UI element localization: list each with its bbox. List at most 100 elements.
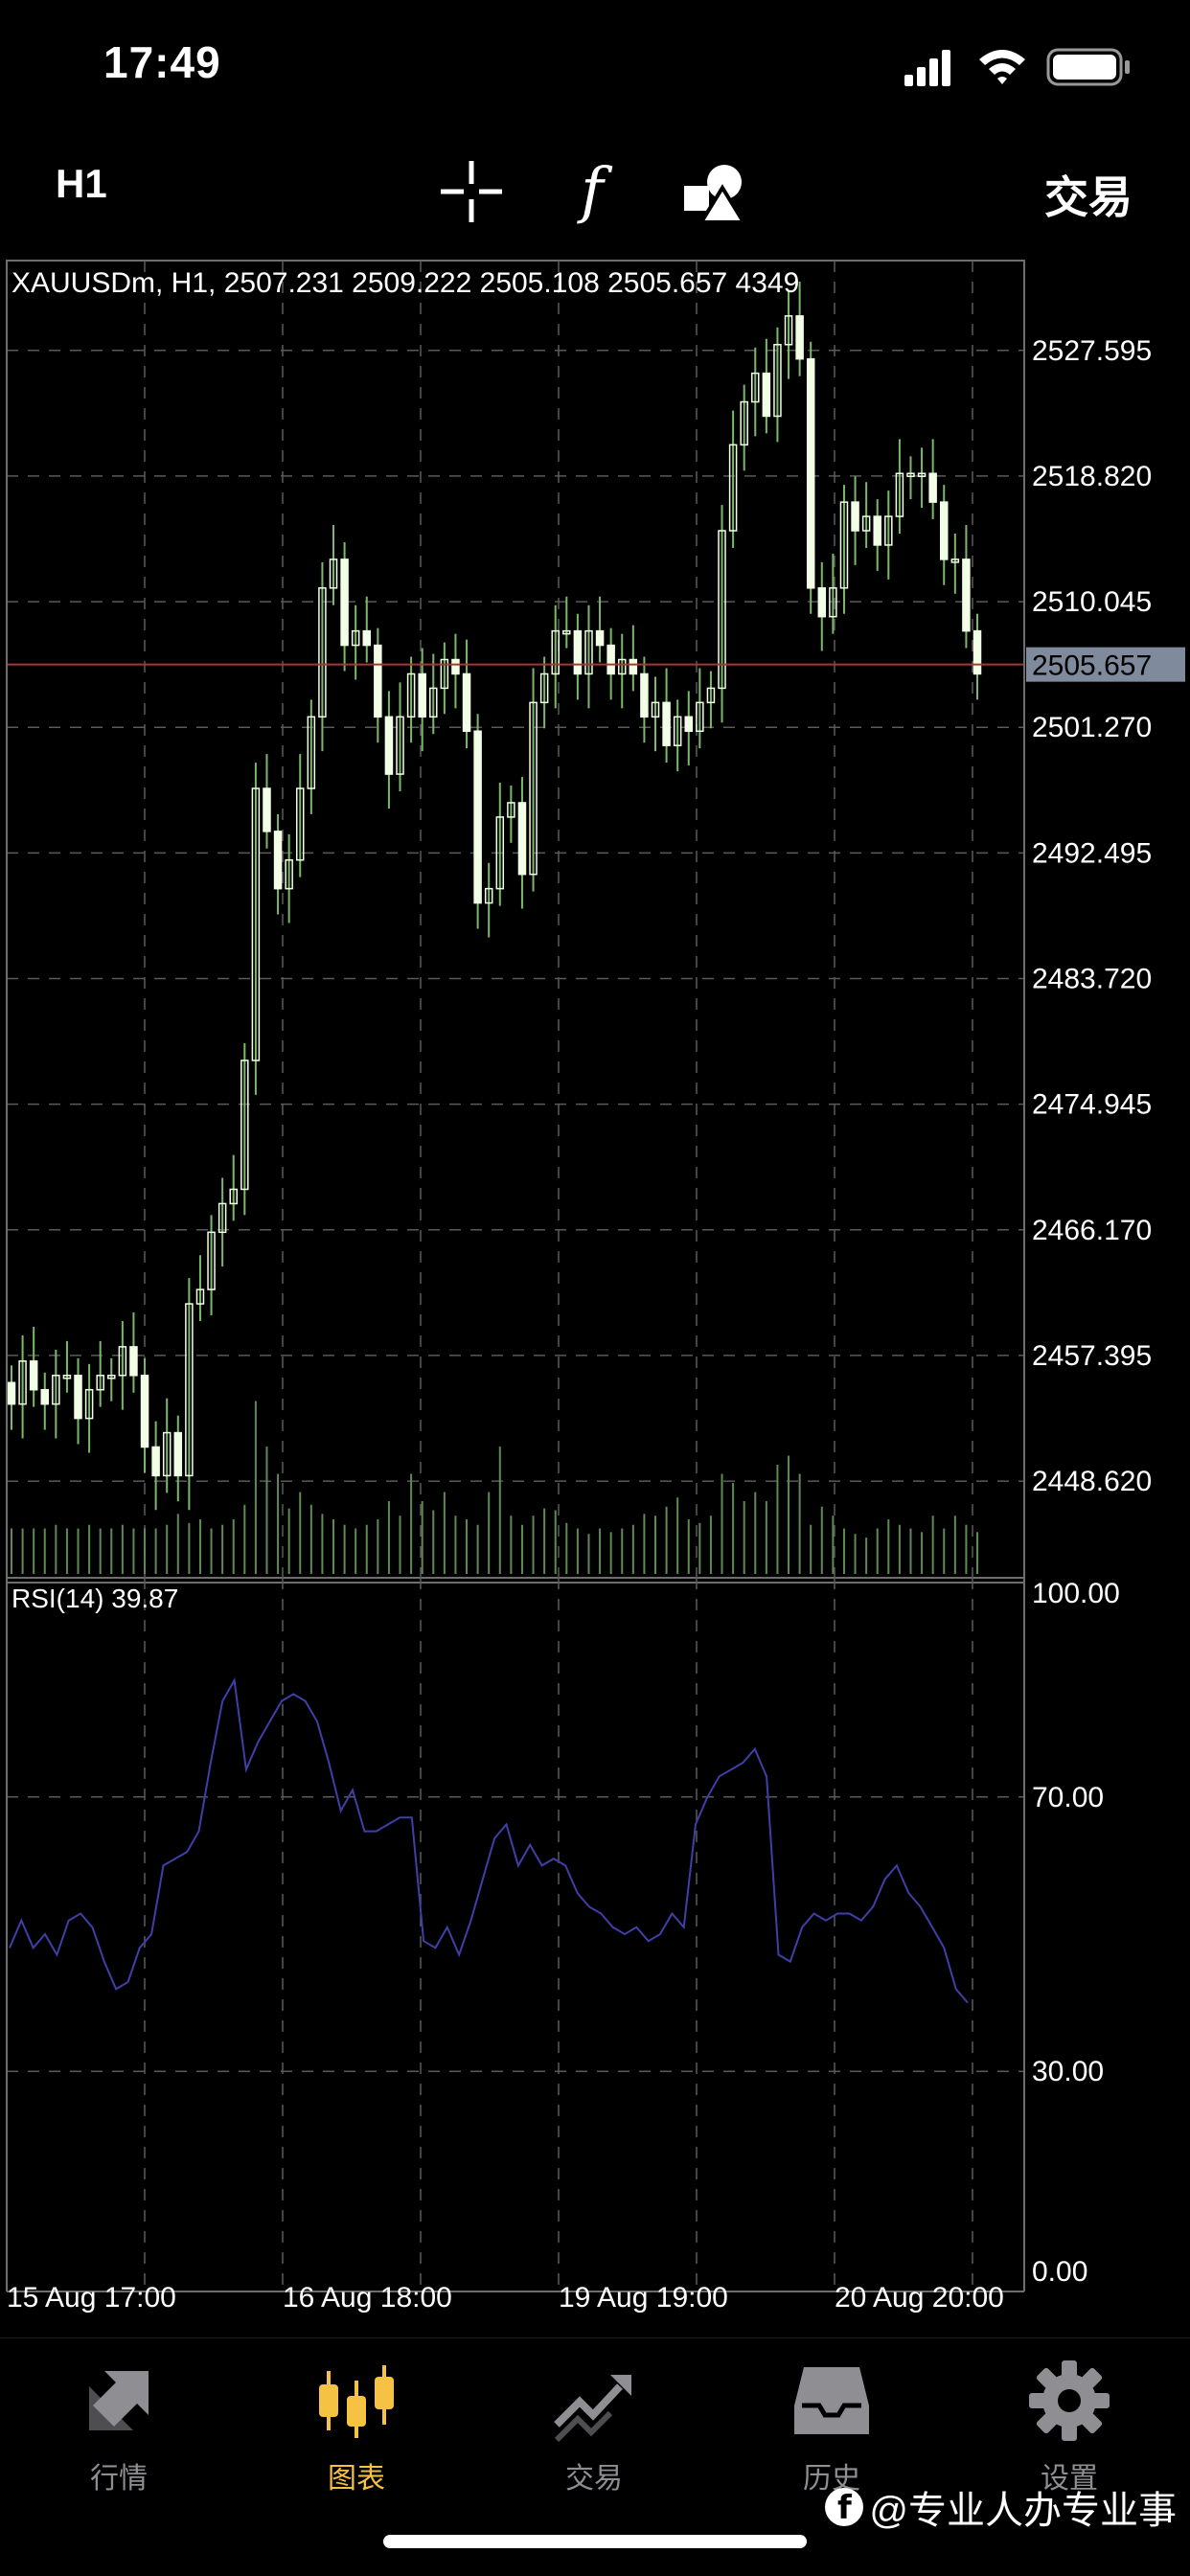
candle-body: [263, 787, 271, 832]
candle-body: [795, 315, 804, 360]
chart-header: XAUUSDm, H1, 2507.231 2509.222 2505.108 …: [11, 267, 799, 299]
candle-body: [173, 1431, 183, 1477]
candle-body: [584, 629, 593, 675]
candle-body: [273, 831, 283, 890]
candle-body: [140, 1375, 149, 1448]
candle-body: [40, 1388, 50, 1405]
candle-body: [240, 1060, 249, 1191]
price-level-label: 2474.945: [1032, 1089, 1152, 1121]
candle-body: [573, 629, 583, 675]
price-level-label: 2457.395: [1032, 1340, 1152, 1372]
candle-body: [151, 1446, 160, 1477]
price-level-label: 2466.170: [1032, 1215, 1152, 1246]
candle-body: [884, 515, 893, 546]
candle-body: [917, 472, 927, 477]
candle-body: [29, 1360, 38, 1391]
candle-body: [118, 1346, 127, 1377]
chart-frame: [6, 260, 1025, 1584]
candle-body: [7, 1381, 16, 1405]
time-axis-label: 16 Aug 18:00: [283, 2282, 452, 2314]
candle-body: [773, 343, 782, 418]
rsi-level-label: 70.00: [1032, 1782, 1104, 1813]
tab-chart[interactable]: 图表: [261, 2358, 452, 2501]
trade-button[interactable]: 交易: [1044, 172, 1133, 222]
candle-body: [784, 315, 793, 346]
crosshair-icon[interactable]: [433, 153, 510, 230]
candle-body: [495, 816, 505, 890]
candle-body: [939, 501, 949, 560]
price-level-label: 2448.620: [1032, 1466, 1152, 1497]
candle-body: [318, 587, 327, 718]
indicators-glyph: f: [577, 155, 613, 226]
candle-body: [329, 559, 338, 589]
price-level-label: 2527.595: [1032, 335, 1152, 367]
candle-body: [129, 1346, 138, 1377]
candle-body: [440, 658, 449, 690]
rsi-level-label: 30.00: [1032, 2056, 1104, 2087]
chart-toolbar: H1 f 交易: [0, 144, 1190, 249]
time-axis-label: 15 Aug 17:00: [7, 2282, 176, 2314]
current-price-tag: [1026, 647, 1185, 682]
candle-body: [162, 1431, 172, 1477]
signal-icon: [904, 50, 950, 86]
tab-trade[interactable]: 交易: [498, 2358, 690, 2501]
candle-body: [696, 701, 704, 732]
candle-body: [539, 672, 549, 704]
status-time: 17:49: [103, 37, 221, 87]
candle-body: [295, 787, 305, 861]
watermark: f @专业人办专业事: [825, 2479, 1177, 2535]
candle-body: [551, 629, 560, 675]
tab-label: 行情: [90, 2463, 148, 2495]
candle-body: [406, 672, 416, 718]
current-price-label: 2505.657: [1032, 650, 1152, 682]
candle-body: [651, 701, 660, 718]
time-axis-label: 20 Aug 20:00: [835, 2282, 1004, 2314]
candle-body: [52, 1375, 60, 1405]
candle-body: [307, 716, 316, 789]
candle-body: [684, 716, 694, 732]
candle-body: [762, 372, 771, 418]
candle-body: [839, 501, 849, 589]
candle-body: [462, 672, 471, 732]
candle-body: [418, 672, 426, 718]
tab-quotes[interactable]: 行情: [23, 2358, 215, 2501]
candle-body: [62, 1375, 72, 1379]
candle-body: [829, 587, 837, 618]
candle-body: [396, 716, 404, 775]
price-chart[interactable]: 2527.595 2518.820 2510.045 2501.270 2492.495…: [0, 254, 1190, 2318]
candle-body: [906, 472, 915, 477]
candle-body: [251, 787, 261, 1061]
candle-body: [706, 687, 716, 704]
candle-body: [973, 629, 982, 675]
status-icons: [904, 48, 1130, 86]
candle-body: [606, 644, 615, 675]
time-axis-label: 19 Aug 19:00: [559, 2282, 728, 2314]
rsi-level-label: 100.00: [1032, 1578, 1120, 1609]
candle-body: [640, 672, 649, 718]
candle-body: [529, 701, 538, 876]
price-level-label: 2501.270: [1032, 712, 1152, 743]
rsi-axis: 100.00 70.00 30.00 0.00: [1032, 1578, 1120, 2288]
chart-canvas[interactable]: 2527.595 2518.820 2510.045 2501.270 2492.495…: [0, 254, 1190, 2318]
candle-body: [861, 515, 871, 532]
trade-icon: [554, 2375, 631, 2443]
candle-body: [928, 472, 937, 503]
indicators-icon[interactable]: f: [554, 153, 630, 230]
settings-gear-icon: [1029, 2360, 1110, 2441]
candle-body: [340, 559, 349, 647]
tab-label: 交易: [565, 2463, 623, 2495]
candle-body: [207, 1231, 216, 1290]
battery-icon: [1046, 48, 1130, 86]
candle-body: [362, 629, 372, 647]
price-axis: 2527.595 2518.820 2510.045 2501.270 2492.495…: [1026, 335, 1185, 1497]
candle-body: [473, 730, 482, 904]
time-axis: 15 Aug 17:00 16 Aug 18:00 19 Aug 19:00 20 A…: [7, 2282, 1004, 2314]
candle-body: [451, 658, 460, 675]
rsi-line: [9, 1677, 969, 2004]
grid: [7, 261, 1024, 2291]
tab-settings[interactable]: 设置: [973, 2358, 1165, 2501]
candle-body: [950, 559, 960, 563]
objects-icon[interactable]: [678, 153, 755, 230]
timeframe-button[interactable]: H1: [56, 161, 107, 206]
watermark-text: @专业人办专业事: [869, 2490, 1177, 2532]
